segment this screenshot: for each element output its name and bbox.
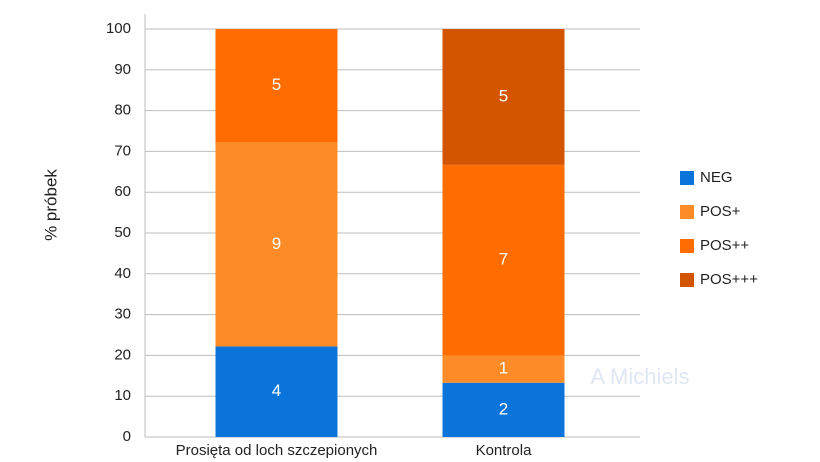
legend-swatch — [680, 171, 694, 185]
legend-label: POS+ — [700, 203, 741, 220]
bar-segment — [442, 355, 565, 383]
bar-segment — [215, 142, 338, 347]
legend-label: NEG — [700, 169, 733, 186]
bar-segment — [442, 164, 565, 356]
y-axis-label: % próbek — [41, 169, 60, 241]
y-tick-label: 0 — [123, 428, 131, 445]
y-tick-label: 70 — [114, 142, 131, 159]
bar-segment — [215, 346, 338, 437]
y-tick-label: 60 — [114, 183, 131, 200]
y-tick-label: 50 — [114, 224, 131, 241]
y-tick-label: 100 — [106, 20, 131, 37]
y-tick-label: 30 — [114, 306, 131, 323]
y-tick-label: 40 — [114, 265, 131, 282]
legend-swatch — [680, 205, 694, 219]
y-tick-label: 90 — [114, 61, 131, 78]
data-label: 9 — [272, 234, 281, 253]
legend-swatch — [680, 273, 694, 287]
legend-label: POS+++ — [700, 271, 758, 288]
x-tick-label: Kontrola — [476, 442, 533, 459]
data-label: 5 — [499, 86, 508, 105]
data-label: 4 — [272, 381, 281, 400]
bar-segment — [442, 382, 565, 437]
legend-label: POS++ — [700, 237, 749, 254]
data-label: 2 — [499, 399, 508, 418]
watermark: A Michiels — [590, 364, 689, 389]
x-tick-label: Prosięta od loch szczepionych — [176, 442, 378, 459]
legend-swatch — [680, 239, 694, 253]
y-tick-label: 20 — [114, 346, 131, 363]
data-label: 5 — [272, 75, 281, 94]
bar-segment — [442, 29, 565, 165]
y-tick-label: 80 — [114, 102, 131, 119]
y-tick-label: 10 — [114, 387, 131, 404]
bar-segment — [215, 29, 338, 143]
data-label: 7 — [499, 250, 508, 269]
data-label: 1 — [499, 359, 508, 378]
